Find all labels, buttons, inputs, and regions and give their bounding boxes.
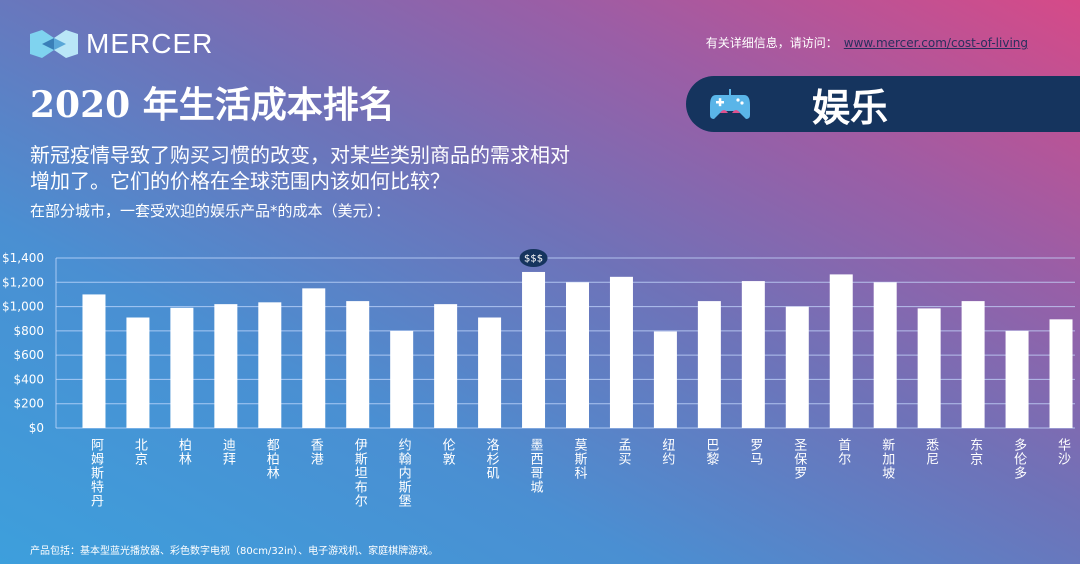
y-tick-label: $1,400 [2,251,44,265]
x-tick-label: 迪拜 [219,438,235,466]
footnote: 产品包括：基本型蓝光播放器、彩色数字电视（80cm/32in）、电子游戏机、家庭… [30,546,439,557]
x-tick-label: 纽约 [659,438,675,466]
x-tick-label: 都柏林 [263,438,279,480]
bar [873,282,897,428]
y-tick-label: $0 [29,421,44,435]
bar [785,306,809,428]
mercer-logo-icon [30,30,78,58]
info-line: 有关详细信息，请访问： www.mercer.com/cost-of-living [706,34,1028,51]
x-tick-label: 伊斯坦布尔 [351,438,367,508]
x-tick-label: 伦敦 [439,438,455,466]
y-tick-label: $1,200 [2,275,44,289]
y-tick-label: $600 [13,348,44,362]
x-tick-label: 多伦多 [1011,438,1027,480]
bar [258,302,282,428]
bar [961,301,985,428]
subtitle: 新冠疫情导致了购买习惯的改变，对某些类别商品的需求相对增加了。它们的价格在全球范… [30,143,570,193]
info-prefix: 有关详细信息，请访问： [705,36,838,50]
bar [1005,330,1029,428]
x-tick-label: 圣保罗 [791,438,807,480]
bar [741,281,765,428]
y-tick-label: $1,000 [2,300,44,314]
x-tick-label: 北京 [131,438,147,466]
x-tick-label: 柏林 [175,438,191,466]
bar [609,276,633,428]
x-tick-label: 约翰内斯堡 [395,438,411,508]
chart-title: 在部分城市，一套受欢迎的娱乐产品*的成本（美元）： [30,202,391,220]
bar [390,330,414,428]
x-tick-label: 首尔 [835,438,851,466]
bar [697,301,721,428]
banner-label: 娱乐 [812,84,889,130]
bar [82,294,106,428]
bar-chart: $0 $200 $400 $600 $800 $1,000 $1,200 $1,400 $$$ [2,249,1075,435]
x-tick-label: 华沙 [1055,438,1071,466]
logo-text: MERCER [86,28,214,59]
bar [478,317,502,428]
bar [1049,319,1073,428]
annotation-badge [519,249,548,267]
bar [302,288,326,428]
bar [346,301,370,428]
page-title: 2020 年生活成本排名 [30,84,395,126]
x-tick-label: 巴黎 [703,438,719,466]
bar [566,282,589,428]
x-tick-label: 阿姆斯特丹 [87,438,103,508]
y-tick-label: $200 [13,397,44,411]
cost-of-living-link[interactable]: www.mercer.com/cost-of-living [843,36,1028,50]
x-tick-label: 孟买 [615,438,631,466]
x-tick-label: 东京 [967,438,983,466]
x-tick-label: 悉尼 [923,438,939,466]
y-tick-label: $400 [13,372,44,386]
mercer-logo: MERCER [30,28,213,60]
bar [653,331,677,428]
x-tick-label: 莫斯科 [571,438,587,480]
category-banner: 娱乐 [686,76,1080,132]
x-tick-label: 洛杉矶 [483,438,499,480]
annotation-text: $$$ [524,254,543,265]
x-tick-label: 墨西哥城 [527,438,543,494]
bar [434,304,458,428]
bar [126,317,150,428]
bar [522,271,546,428]
bar [829,274,853,428]
x-tick-label: 香港 [307,438,323,466]
bar [170,307,194,428]
y-tick-label: $800 [13,324,44,338]
x-tick-label: 新加坡 [879,438,895,480]
bar [214,304,238,428]
bar [917,308,941,428]
x-tick-label: 罗马 [747,438,763,466]
game-controller-icon [710,89,750,119]
